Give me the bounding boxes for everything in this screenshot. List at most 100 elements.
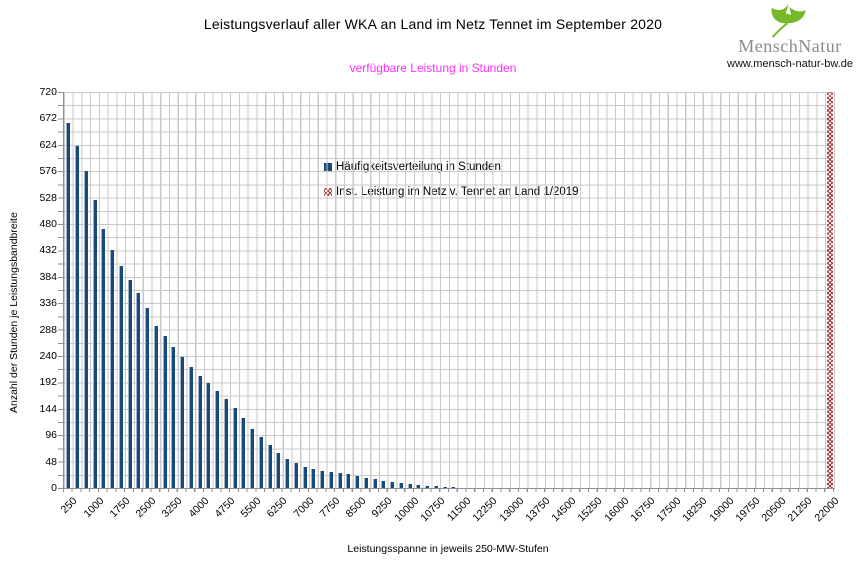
frequency-bar: [223, 398, 228, 488]
frequency-bar: [75, 146, 80, 488]
x-tick-label: 4750: [212, 495, 238, 521]
y-tick-label: 336: [39, 297, 57, 310]
x-tick-label: 21250: [785, 495, 815, 525]
x-tick-label: 18250: [680, 495, 710, 525]
frequency-bar: [171, 346, 176, 488]
x-tick-label: 15250: [575, 495, 605, 525]
x-tick-label: 4000: [186, 495, 212, 521]
frequency-bar: [337, 473, 342, 488]
frequency-bar: [215, 390, 220, 488]
x-tick-label: 11500: [445, 495, 474, 524]
y-tick-label: 96: [45, 429, 57, 442]
x-tick-label: 16750: [628, 495, 658, 525]
y-tick-label: 624: [39, 138, 57, 151]
x-tick-label: 22000: [811, 495, 842, 525]
x-tick-label: 9250: [369, 495, 395, 521]
frequency-bar: [258, 436, 263, 488]
frequency-bar: [118, 265, 123, 488]
ginkgo-leaf-icon: [771, 4, 806, 38]
frequency-bar: [110, 249, 115, 488]
frequency-bar: [311, 469, 316, 488]
x-tick-label: 8500: [343, 495, 369, 521]
frequency-bar: [127, 280, 132, 488]
y-tick-label: 432: [39, 244, 57, 257]
y-tick-label: 240: [39, 350, 57, 362]
x-tick-label: 17500: [654, 495, 684, 525]
y-tick-label: 528: [39, 191, 57, 204]
x-tick-label: 1750: [107, 495, 133, 521]
logo-brand: MenschNatur: [738, 36, 842, 56]
x-tick-label: 13000: [496, 495, 527, 525]
y-tick-label: 192: [39, 376, 57, 389]
frequency-bar: [153, 326, 158, 488]
frequency-bar: [451, 486, 456, 488]
y-tick-label: 480: [39, 218, 57, 230]
frequency-bar: [320, 470, 325, 488]
y-tick-label: 576: [39, 165, 57, 178]
frequency-bar: [267, 445, 272, 488]
frequency-bar: [136, 292, 141, 488]
frequency-bar: [425, 485, 430, 488]
frequency-bar: [66, 122, 71, 488]
plot-area: [63, 92, 835, 489]
x-tick-label: 7750: [317, 495, 343, 521]
chart-title: Leistungsverlauf aller WKA an Land im Ne…: [203, 16, 663, 32]
y-axis-ticks: [58, 92, 63, 489]
frequency-bar: [92, 200, 97, 488]
y-tick-label: 720: [39, 86, 57, 98]
x-tick-label: 10750: [418, 495, 448, 525]
x-tick-label: 19000: [706, 495, 737, 525]
frequency-bar: [83, 170, 88, 488]
logo: MenschNatur www.mensch-natur-bw.de: [720, 2, 860, 70]
frequency-bar: [407, 484, 412, 488]
frequency-bar: [241, 417, 246, 488]
x-axis-title: Leistungsspanne in jeweils 250-MW-Stufen: [347, 543, 549, 555]
x-tick-label: 13750: [523, 495, 553, 525]
frequency-bar: [232, 408, 237, 488]
frequency-bar: [433, 486, 438, 488]
x-tick-label: 3250: [159, 495, 185, 521]
frequency-bar: [372, 479, 377, 488]
x-axis-ticks: [63, 488, 834, 492]
frequency-bar: [197, 376, 202, 488]
y-tick-label: 48: [45, 455, 57, 468]
x-tick-label: 10000: [391, 495, 422, 525]
frequency-bar: [250, 429, 255, 488]
frequency-bar: [416, 485, 421, 488]
frequency-bar: [355, 475, 360, 488]
x-tick-label: 14500: [549, 495, 579, 525]
x-tick-label: 7000: [291, 495, 317, 521]
x-axis-labels: 250 1000 1750 2500 3250 4000 4750 5500 6250 7000 7…: [59, 495, 843, 541]
x-tick-label: 19750: [733, 495, 763, 525]
frequency-bar: [145, 307, 150, 488]
y-tick-label: 288: [39, 323, 57, 336]
frequency-bar: [346, 474, 351, 488]
y-tick-label: 672: [39, 112, 57, 125]
y-tick-label: 0: [51, 482, 57, 494]
y-tick-label: 384: [39, 270, 57, 283]
y-tick-label: 144: [39, 402, 57, 415]
frequency-bar: [180, 357, 185, 488]
x-tick-label: 16000: [601, 495, 632, 525]
frequency-bar: [442, 486, 447, 488]
frequency-bar: [285, 459, 290, 488]
frequency-bar: [162, 335, 167, 488]
frequency-bar: [398, 483, 403, 488]
x-tick-label: 20500: [759, 495, 789, 525]
x-tick-label: 5500: [238, 495, 264, 521]
x-tick-label: 1000: [81, 495, 107, 521]
x-tick-label: 2500: [133, 495, 159, 521]
frequency-bar: [101, 228, 106, 488]
frequency-bar: [293, 463, 298, 488]
frequency-bar: [390, 481, 395, 488]
frequency-bar: [206, 382, 211, 488]
installed-capacity-bar: [826, 92, 833, 488]
frequency-bar: [363, 477, 368, 488]
frequency-bar: [328, 472, 333, 488]
frequency-bar: [381, 480, 386, 488]
frequency-bar: [188, 367, 193, 488]
x-tick-label: 250: [58, 495, 80, 516]
x-tick-label: 6250: [264, 495, 290, 521]
chart-subtitle: verfügbare Leistung in Stunden: [349, 61, 517, 75]
